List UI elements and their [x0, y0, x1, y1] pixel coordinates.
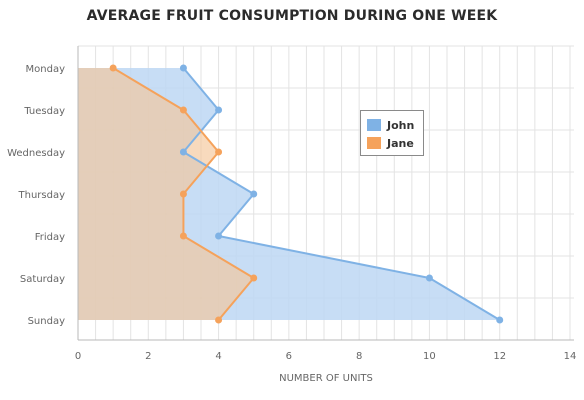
point-john-sunday: [496, 316, 504, 324]
point-john-friday: [215, 232, 223, 240]
legend: John Jane: [360, 110, 424, 156]
x-axis-title: NUMBER OF UNITS: [279, 373, 373, 384]
point-john-monday: [179, 64, 187, 72]
point-jane-thursday: [179, 190, 187, 198]
axes: [77, 46, 574, 341]
point-jane-tuesday: [179, 106, 187, 114]
x-tick-label-0: 0: [75, 351, 81, 362]
y-tick-label-wednesday: Wednesday: [7, 148, 65, 159]
y-tick-label-monday: Monday: [26, 64, 66, 75]
y-tick-label-saturday: Saturday: [20, 274, 65, 285]
point-john-thursday: [250, 190, 258, 198]
legend-swatch-john: [367, 119, 381, 131]
tick-labels: Monday Tuesday Wednesday Thursday Friday Satu…: [7, 64, 576, 362]
point-john-wednesday: [179, 148, 187, 156]
x-tick-label-6: 6: [286, 351, 292, 362]
x-tick-label-14: 14: [564, 351, 577, 362]
point-john-tuesday: [215, 106, 223, 114]
point-jane-saturday: [250, 274, 258, 282]
series-points: [109, 64, 504, 324]
y-tick-label-friday: Friday: [35, 232, 65, 243]
legend-item-john[interactable]: John: [367, 118, 414, 132]
series-areas: [78, 68, 500, 320]
x-tick-label-2: 2: [145, 351, 151, 362]
chart-title: AVERAGE FRUIT CONSUMPTION DURING ONE WEE…: [86, 8, 498, 24]
legend-item-jane[interactable]: Jane: [367, 136, 414, 150]
point-john-saturday: [425, 274, 433, 282]
point-jane-sunday: [215, 316, 223, 324]
y-tick-label-tuesday: Tuesday: [23, 106, 65, 117]
y-tick-label-thursday: Thursday: [18, 190, 66, 201]
y-tick-label-sunday: Sunday: [28, 316, 65, 327]
point-jane-monday: [109, 64, 117, 72]
point-jane-wednesday: [215, 148, 223, 156]
x-tick-label-10: 10: [423, 351, 436, 362]
legend-swatch-jane: [367, 137, 381, 149]
x-tick-label-12: 12: [493, 351, 506, 362]
point-jane-friday: [179, 232, 187, 240]
area-jane: [78, 68, 254, 320]
x-tick-label-4: 4: [215, 351, 221, 362]
legend-label-jane: Jane: [387, 136, 414, 150]
x-tick-label-8: 8: [356, 351, 362, 362]
legend-label-john: John: [387, 118, 415, 132]
